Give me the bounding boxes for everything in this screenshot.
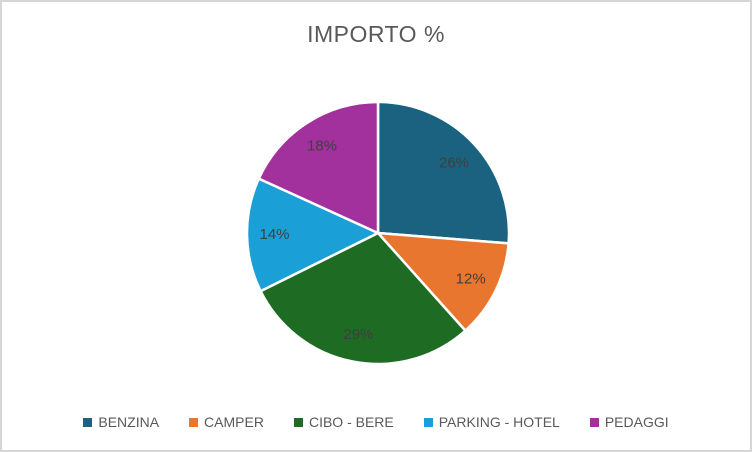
legend-swatch-icon — [83, 417, 93, 427]
legend-label: PARKING - HOTEL — [438, 414, 560, 430]
legend-swatch-icon — [293, 417, 303, 427]
pie-data-label-camper: 12% — [456, 271, 486, 288]
pie-data-label-cibo-bere: 29% — [343, 326, 373, 343]
legend-label: CAMPER — [204, 414, 264, 430]
legend-label: CIBO - BERE — [308, 414, 394, 430]
pie-slice-benzina[interactable] — [376, 100, 511, 245]
chart-title: IMPORTO % — [307, 21, 445, 47]
legend-label: BENZINA — [98, 414, 160, 430]
legend-item-cibo-bere[interactable]: CIBO - BERE — [293, 414, 394, 430]
legend-item-pedaggi[interactable]: PEDAGGI — [589, 414, 669, 430]
legend-item-benzina[interactable]: BENZINA — [83, 414, 159, 430]
pie-slice-parking-hotel[interactable] — [245, 177, 380, 293]
legend-swatch-icon — [423, 417, 433, 427]
legend-label: PEDAGGI — [604, 414, 669, 430]
legend-item-parking-hotel[interactable]: PARKING - HOTEL — [423, 414, 560, 430]
pie-slice-camper[interactable] — [376, 231, 510, 332]
legend-swatch-icon — [589, 417, 599, 427]
legend-item-camper[interactable]: CAMPER — [189, 414, 264, 430]
pie-slice-cibo-bere[interactable] — [259, 231, 467, 366]
chart-legend: BENZINA CAMPER CIBO - BERE PARKING - HOTEL P… — [2, 414, 750, 430]
legend-swatch-icon — [189, 417, 199, 427]
pie-data-label-parking-hotel: 14% — [259, 226, 289, 243]
pie-slice-pedaggi[interactable] — [257, 100, 380, 235]
pie-data-label-benzina: 26% — [439, 154, 469, 171]
pie-data-label-pedaggi: 18% — [307, 137, 337, 154]
